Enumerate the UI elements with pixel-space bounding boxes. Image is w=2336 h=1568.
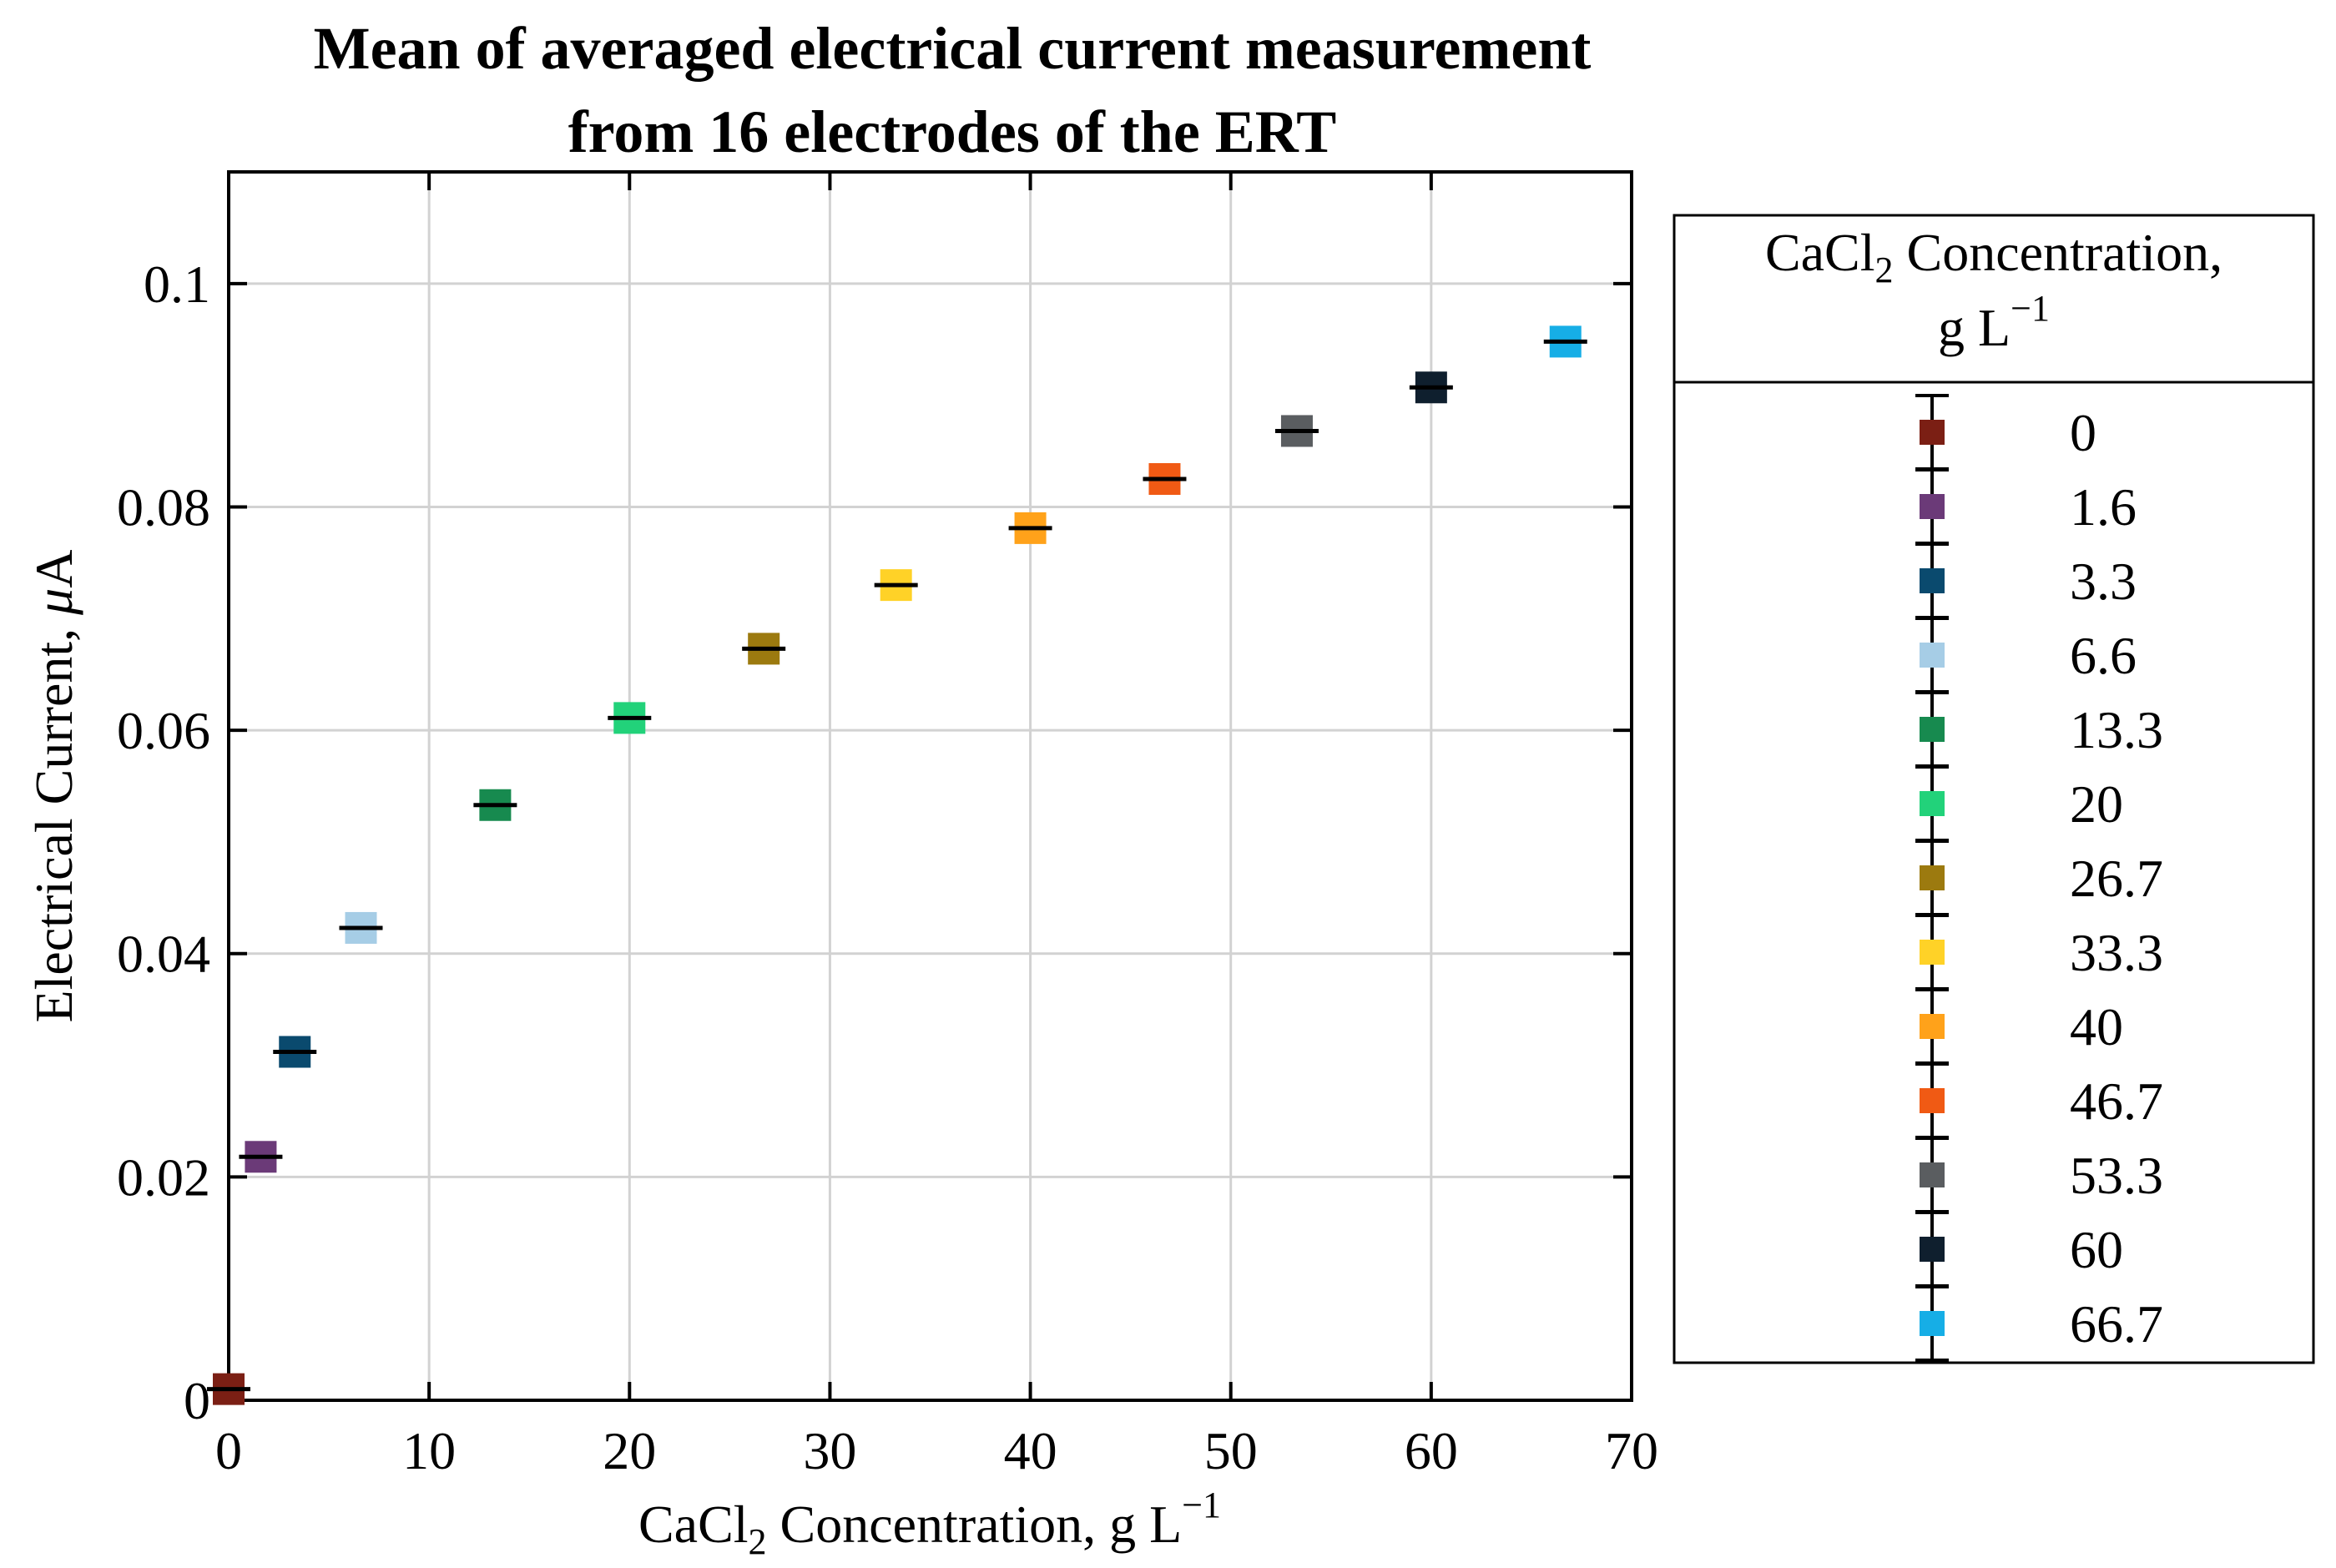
legend-title-line-1: CaCl2 Concentration,	[1765, 223, 2222, 290]
legend-title-subscript: 2	[1875, 250, 1894, 290]
x-axis-label-subscript: 2	[749, 1521, 767, 1562]
legend-label: 46.7	[2070, 1071, 2163, 1131]
legend-marker	[1920, 1162, 1945, 1187]
legend-entry-33-3: 33.3	[1915, 914, 2163, 991]
legend-marker	[1920, 568, 1945, 593]
x-tick-label: 20	[603, 1421, 656, 1480]
x-tick-label: 70	[1605, 1421, 1658, 1480]
y-tick-label: 0.06	[117, 701, 210, 760]
data-point-0	[207, 1373, 250, 1405]
legend: CaCl2 Concentration, g L−1 0 1.6 3.3 6.6 13.…	[1673, 214, 2315, 1364]
legend-marker	[1920, 940, 1945, 965]
legend-label: 60	[2070, 1220, 2123, 1279]
legend-label: 20	[2070, 774, 2123, 834]
y-tick-label: 0.02	[117, 1147, 210, 1207]
y-tick-label: 0.04	[117, 925, 210, 984]
legend-label: 26.7	[2070, 849, 2163, 908]
legend-marker	[1920, 1311, 1945, 1336]
data-point-46-7	[1143, 463, 1187, 495]
data-point-13-3	[473, 789, 517, 821]
x-tick-label: 30	[803, 1421, 856, 1480]
x-tick-label: 60	[1405, 1421, 1458, 1480]
legend-marker	[1920, 791, 1945, 816]
legend-label: 66.7	[2070, 1294, 2163, 1354]
y-axis-label-unit: A	[24, 550, 83, 588]
chart-title-line-1: Mean of averaged electrical current meas…	[314, 15, 1592, 82]
data-point-53-3	[1274, 415, 1319, 447]
legend-entry-26-7: 26.7	[1915, 839, 2163, 916]
legend-marker	[1920, 494, 1945, 519]
y-axis-label-unit-prefix: μ	[24, 588, 83, 616]
plot-area: 0 10 20 30 40 50 60 70 0 0.02 0.04 0.06 0.08 0.1	[117, 170, 1658, 1480]
x-axis-label-mid: Concentration, g L	[767, 1495, 1183, 1554]
x-tick-label: 50	[1204, 1421, 1258, 1480]
legend-marker	[1920, 1237, 1945, 1262]
legend-entry-46-7: 46.7	[1915, 1062, 2163, 1139]
data-points	[207, 325, 1587, 1405]
x-tick-label: 40	[1004, 1421, 1057, 1480]
legend-label: 33.3	[2070, 923, 2163, 982]
legend-entry-66-7: 66.7	[1915, 1285, 2163, 1362]
legend-entry-53-3: 53.3	[1915, 1137, 2163, 1213]
legend-marker	[1920, 420, 1945, 445]
x-tick-labels: 0 10 20 30 40 50 60 70	[215, 1421, 1658, 1480]
plot-frame	[227, 170, 1633, 1402]
legend-label: 40	[2070, 997, 2123, 1056]
data-point-60	[1409, 371, 1453, 404]
grid-lines	[229, 172, 1632, 1400]
legend-box	[1673, 214, 2315, 1364]
data-point-26-7	[742, 633, 786, 665]
x-tick-label: 10	[402, 1421, 456, 1480]
legend-entry-20: 20	[1915, 765, 2123, 842]
legend-marker	[1920, 643, 1945, 668]
y-tick-label: 0.08	[117, 477, 210, 537]
x-axis-label-prefix: CaCl	[638, 1495, 749, 1554]
data-point-66-7	[1543, 325, 1587, 358]
y-axis-label-prefix: Electrical Current,	[24, 615, 83, 1023]
legend-label: 1.6	[2070, 477, 2137, 537]
legend-entry-3-3: 3.3	[1915, 542, 2137, 619]
legend-title-prefix: CaCl	[1765, 223, 1875, 282]
legend-items: 0 1.6 3.3 6.6 13.3 20 26.7 33.3 40 46.7 53.3 60 66.7	[1915, 394, 2163, 1362]
data-point-33-3	[874, 569, 918, 602]
legend-title-superscript: −1	[2011, 288, 2050, 329]
data-point-20	[608, 702, 652, 734]
x-axis-label: CaCl2 Concentration, g L−1	[638, 1485, 1221, 1562]
y-tick-labels: 0 0.02 0.04 0.06 0.08 0.1	[117, 255, 210, 1430]
legend-label: 13.3	[2070, 700, 2163, 759]
legend-label: 3.3	[2070, 552, 2137, 611]
y-tick-label: 0.1	[144, 255, 210, 314]
legend-marker	[1920, 717, 1945, 742]
x-tick-label: 0	[215, 1421, 242, 1480]
legend-marker	[1920, 1088, 1945, 1113]
y-tick-label: 0	[184, 1371, 210, 1430]
legend-label: 0	[2070, 403, 2096, 462]
y-axis-label: Electrical Current, μA	[24, 550, 83, 1023]
chart-title-line-2: from 16 electrodes of the ERT	[568, 98, 1337, 165]
legend-label: 53.3	[2070, 1146, 2163, 1205]
legend-title-line-2: g L−1	[1938, 288, 2050, 357]
data-point-6-6	[339, 911, 383, 944]
data-point-3-3	[273, 1036, 317, 1068]
axis-ticks	[227, 172, 1633, 1402]
legend-entry-40: 40	[1915, 988, 2123, 1065]
legend-title-suffix: Concentration,	[1894, 223, 2223, 282]
legend-label: 6.6	[2070, 626, 2137, 685]
legend-title-unit: g L	[1938, 298, 2011, 357]
legend-entry-1-6: 1.6	[1915, 468, 2137, 545]
data-point-40	[1008, 512, 1052, 544]
x-axis-label-superscript: −1	[1182, 1485, 1221, 1525]
legend-marker	[1920, 865, 1945, 890]
legend-marker	[1920, 1014, 1945, 1039]
legend-entry-13-3: 13.3	[1915, 691, 2163, 768]
data-point-1-6	[239, 1141, 283, 1173]
